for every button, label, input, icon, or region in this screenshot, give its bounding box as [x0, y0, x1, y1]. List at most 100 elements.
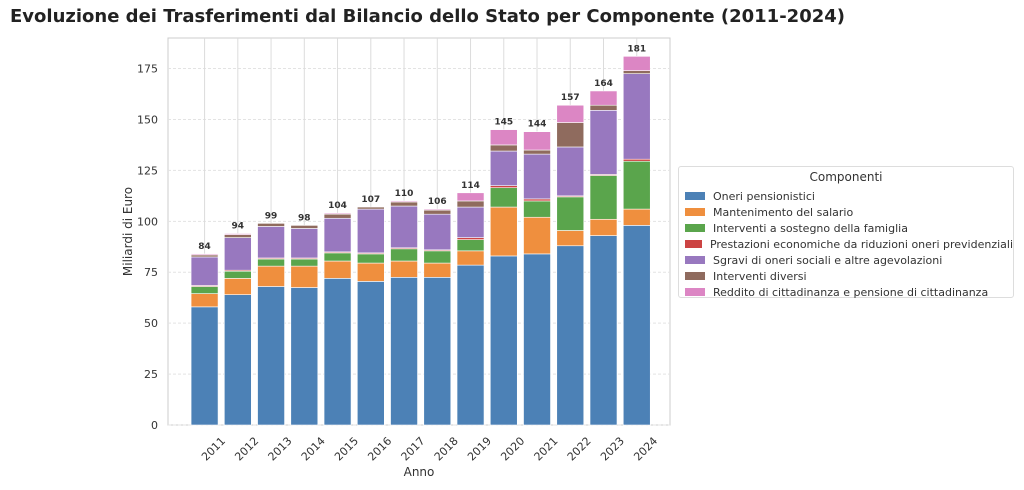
bar-segment: [323, 217, 352, 253]
bar-segment: [257, 223, 285, 227]
bar-segment: [257, 226, 285, 259]
legend-label: Prestazioni economiche da riduzioni oner…: [709, 237, 1013, 251]
legend-swatch: [685, 192, 705, 200]
bar-segment: [190, 254, 219, 258]
bar-segment: [224, 294, 252, 426]
bar-segment: [622, 70, 651, 74]
y-tick-label: 125: [137, 164, 158, 177]
bar-segment: [523, 253, 551, 426]
legend-label: Mantenimento del salario: [713, 205, 854, 219]
bar-segment: [556, 230, 585, 247]
total-label: 106: [428, 197, 447, 207]
x-tick-label: 2011: [199, 435, 228, 464]
bar-segment: [423, 213, 452, 251]
bar-segment: [523, 216, 551, 255]
total-label: 157: [561, 93, 580, 103]
bar-segment: [589, 90, 618, 106]
x-tick-label: 2014: [299, 435, 328, 464]
total-label: 94: [232, 222, 245, 232]
x-axis-label: Anno: [404, 465, 435, 479]
bar-segment: [390, 260, 418, 278]
bar-segment: [257, 286, 285, 426]
legend-title: Componenti: [809, 170, 883, 184]
bar-segment: [290, 265, 319, 288]
y-tick-label: 50: [144, 317, 158, 330]
bar-segment: [323, 252, 352, 262]
bar-segment: [456, 250, 485, 266]
bar-segment: [622, 225, 651, 426]
bar-segment: [622, 73, 651, 160]
plot-area: [167, 37, 671, 426]
legend-item: Mantenimento del salario: [679, 204, 1013, 220]
x-tick-label: 2022: [565, 435, 594, 464]
bar-segment: [622, 56, 651, 71]
bar-segment: [556, 104, 585, 123]
total-label: 145: [494, 118, 513, 128]
legend-swatch: [685, 256, 705, 264]
bar-segment: [556, 122, 585, 148]
x-tick-label: 2024: [631, 435, 660, 464]
legend-item: Sgravi di oneri sociali e altre agevolaz…: [679, 252, 1013, 268]
bar-segment: [523, 149, 551, 155]
bar-segment: [356, 262, 385, 282]
bar-segment: [589, 175, 618, 220]
legend-swatch: [685, 208, 705, 216]
legend-swatch: [685, 224, 705, 232]
bar-segment: [290, 225, 319, 229]
bar-segment: [224, 270, 252, 279]
legend-swatch: [685, 288, 705, 296]
y-tick-label: 75: [144, 266, 158, 279]
bar-segment: [224, 234, 252, 238]
bar-segment: [224, 278, 252, 295]
bar-segment: [456, 192, 485, 202]
bar-segment: [589, 235, 618, 426]
bar-segment: [390, 205, 418, 249]
chart-title: Evoluzione dei Trasferimenti dal Bilanci…: [10, 6, 845, 27]
y-tick-label: 0: [151, 419, 158, 432]
bar-segment: [257, 258, 285, 267]
x-tick-label: 2015: [332, 435, 361, 464]
legend: Componenti Oneri pensionistici Mantenimen…: [678, 166, 1014, 299]
legend-item: Prestazioni economiche da riduzioni oner…: [679, 236, 1013, 252]
bar-segment: [224, 233, 252, 235]
legend-label: Interventi diversi: [713, 269, 807, 283]
bar-segment: [456, 264, 485, 426]
bar-segment: [423, 209, 452, 215]
bar-segment: [523, 131, 551, 151]
x-tick-label: 2020: [498, 435, 527, 464]
bar-segment: [423, 250, 452, 264]
total-label: 84: [198, 242, 211, 252]
bar-segment: [456, 237, 485, 240]
bar-segment: [390, 277, 418, 426]
bar-segment: [290, 228, 319, 259]
y-tick-label: 25: [144, 368, 158, 381]
total-label: 144: [528, 120, 547, 130]
bar-segment: [489, 150, 518, 186]
legend-label: Interventi a sostegno della famiglia: [713, 221, 908, 235]
x-tick-label: 2018: [432, 435, 461, 464]
bar-segment: [489, 187, 518, 208]
bar-segment: [456, 239, 485, 252]
x-tick-label: 2013: [266, 435, 295, 464]
bar-segment: [190, 306, 219, 426]
total-label: 114: [461, 181, 480, 191]
bar-segment: [556, 146, 585, 197]
total-label: 110: [395, 189, 414, 199]
bar-segment: [489, 206, 518, 257]
total-label: 104: [328, 201, 347, 211]
x-tick-label: 2017: [399, 435, 428, 464]
legend-item: Interventi diversi: [679, 268, 1013, 284]
bar-segment: [489, 255, 518, 426]
legend-item: Interventi a sostegno della famiglia: [679, 220, 1013, 236]
legend-label: Reddito di cittadinanza e pensione di ci…: [713, 285, 989, 299]
bar-segment: [456, 200, 485, 208]
bar-segment: [323, 212, 352, 215]
y-tick-label: 175: [137, 63, 158, 76]
bar-segment: [323, 278, 352, 426]
x-tick-label: 2012: [232, 435, 261, 464]
bar-segment: [323, 213, 352, 219]
bar-segment: [589, 104, 618, 111]
bar-segment: [190, 293, 219, 308]
total-label: 164: [594, 79, 613, 89]
